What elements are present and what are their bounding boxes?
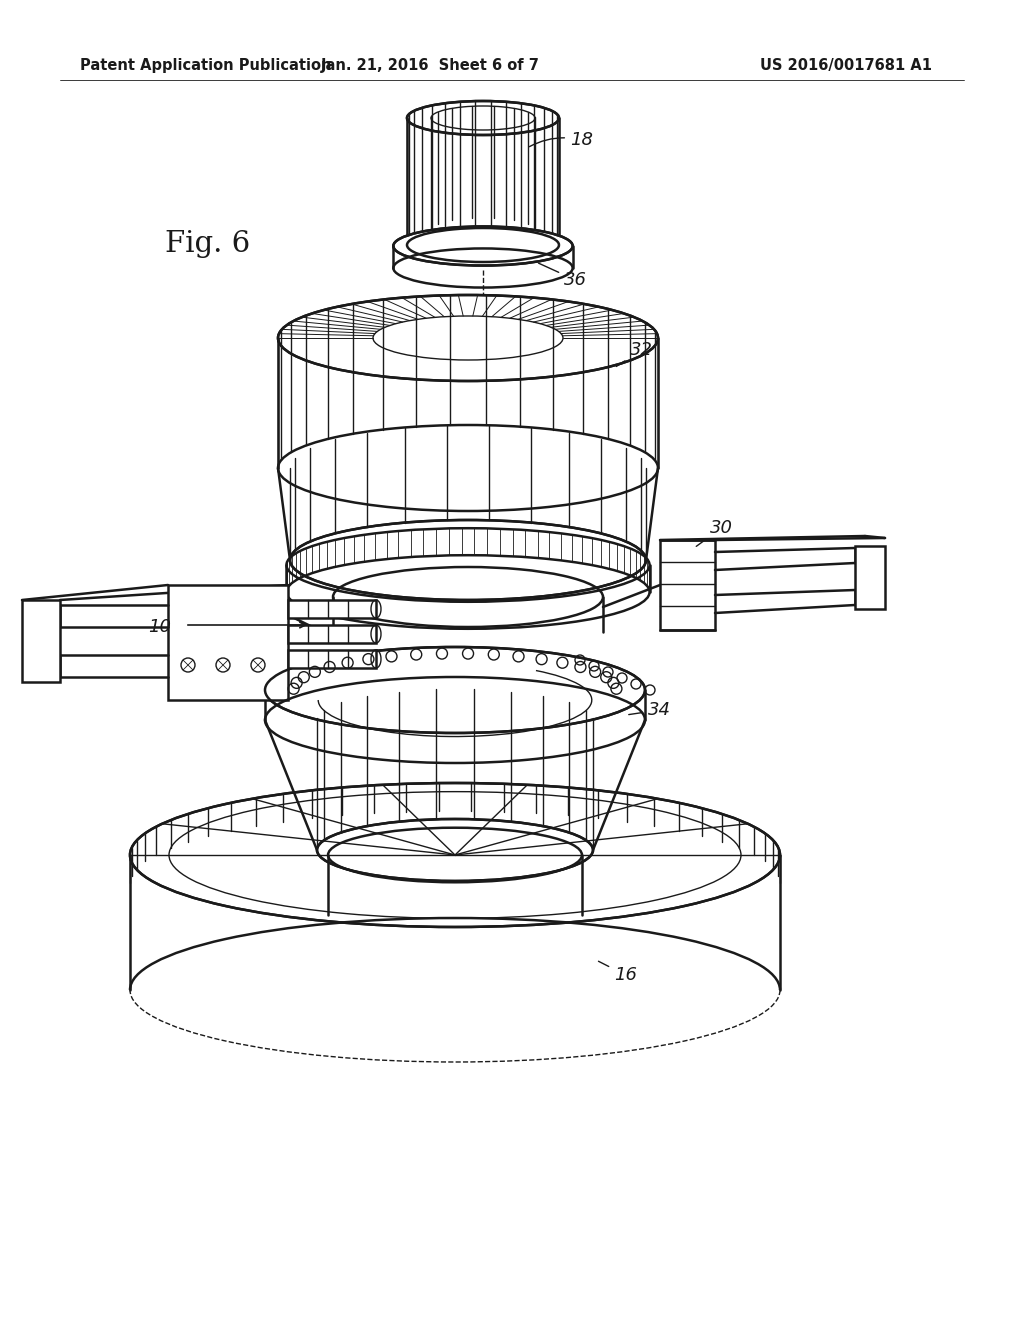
Ellipse shape [407, 228, 559, 261]
Ellipse shape [130, 783, 780, 927]
Text: 32: 32 [616, 341, 653, 367]
Ellipse shape [290, 520, 646, 601]
Bar [22, 601, 60, 682]
Text: 18: 18 [529, 131, 593, 149]
Bar [288, 624, 376, 643]
Ellipse shape [393, 227, 572, 265]
Bar [855, 546, 885, 609]
Text: 30: 30 [696, 519, 733, 546]
Text: 16: 16 [598, 961, 637, 983]
Ellipse shape [278, 294, 658, 381]
Bar [660, 540, 715, 630]
Bar [288, 601, 376, 618]
Text: 10: 10 [148, 618, 171, 636]
Text: 34: 34 [629, 701, 671, 719]
Text: 36: 36 [539, 263, 587, 289]
Ellipse shape [265, 647, 645, 733]
Bar [288, 649, 376, 668]
Bar [168, 585, 288, 700]
Text: Fig. 6: Fig. 6 [165, 230, 250, 257]
Ellipse shape [407, 102, 559, 135]
Text: US 2016/0017681 A1: US 2016/0017681 A1 [760, 58, 932, 73]
Ellipse shape [317, 818, 593, 880]
Text: Patent Application Publication: Patent Application Publication [80, 58, 332, 73]
Text: Jan. 21, 2016  Sheet 6 of 7: Jan. 21, 2016 Sheet 6 of 7 [321, 58, 540, 73]
